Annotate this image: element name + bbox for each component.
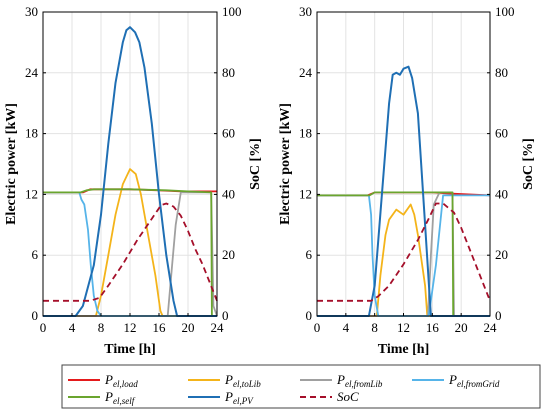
x-tick-label: 16 — [426, 320, 440, 335]
series-line-fromGrid — [43, 191, 217, 317]
legend-label-SoC: SoC — [337, 389, 359, 404]
legend-subscript: el,self — [113, 396, 136, 406]
x-axis-label: Time [h] — [104, 342, 155, 357]
y-left-tick-label: 0 — [32, 308, 39, 323]
x-axis-label: Time [h] — [378, 342, 429, 357]
series-line-toLib — [317, 203, 490, 317]
x-tick-label: 24 — [211, 320, 225, 335]
y-right-tick-label: 20 — [495, 247, 508, 262]
y-right-tick-label: 0 — [495, 308, 502, 323]
y-left-tick-label: 0 — [306, 308, 313, 323]
x-tick-label: 16 — [153, 320, 167, 335]
x-tick-label: 0 — [314, 320, 321, 335]
legend-subscript: el,fromLib — [345, 379, 383, 389]
y-right-tick-label: 80 — [222, 65, 235, 80]
series-line-PV — [317, 65, 490, 317]
series-line-fromLib — [43, 191, 218, 317]
y-left-tick-label: 30 — [299, 4, 312, 19]
series-line-PV — [43, 26, 217, 317]
y-left-tick-label: 18 — [299, 126, 312, 141]
y-right-tick-label: 40 — [495, 186, 508, 201]
x-tick-label: 20 — [455, 320, 468, 335]
x-tick-label: 0 — [40, 320, 47, 335]
y-right-tick-label: 100 — [222, 4, 242, 19]
y-right-tick-label: 40 — [222, 186, 235, 201]
y-right-tick-label: 60 — [222, 126, 235, 141]
legend-frame — [61, 364, 541, 409]
y-left-tick-label: 6 — [32, 247, 39, 262]
legend-subscript: el,fromGrid — [457, 379, 500, 389]
y-right-axis-label: SoC [%] — [248, 138, 263, 190]
y-left-tick-label: 18 — [25, 126, 38, 141]
y-right-tick-label: 20 — [222, 247, 235, 262]
y-right-tick-label: 100 — [495, 4, 515, 19]
y-left-tick-label: 12 — [299, 186, 312, 201]
y-right-tick-label: 0 — [222, 308, 229, 323]
series-line-toLib — [43, 168, 217, 317]
y-left-axis-label: Electric power [kW] — [278, 103, 293, 225]
y-left-axis-label: Electric power [kW] — [4, 103, 19, 225]
x-tick-label: 12 — [124, 320, 137, 335]
y-right-tick-label: 60 — [495, 126, 508, 141]
x-tick-label: 24 — [484, 320, 498, 335]
series-line-self — [43, 188, 217, 317]
y-left-tick-label: 6 — [306, 247, 313, 262]
series-line-SoC — [317, 202, 491, 302]
y-left-tick-label: 12 — [25, 186, 38, 201]
series-line-SoC — [43, 202, 218, 302]
x-tick-label: 4 — [69, 320, 76, 335]
y-right-axis-label: SoC [%] — [521, 138, 536, 190]
x-tick-label: 8 — [98, 320, 105, 335]
y-left-tick-label: 30 — [25, 4, 38, 19]
x-tick-label: 12 — [397, 320, 410, 335]
x-tick-label: 8 — [371, 320, 378, 335]
x-tick-label: 4 — [343, 320, 350, 335]
series-line-fromGrid — [317, 194, 490, 317]
y-left-tick-label: 24 — [299, 65, 313, 80]
series-line-self — [317, 191, 490, 317]
legend-subscript: el,load — [113, 379, 138, 389]
legend-subscript: el,toLib — [233, 379, 261, 389]
y-left-tick-label: 24 — [25, 65, 39, 80]
legend-subscript: el,PV — [233, 396, 254, 406]
y-right-tick-label: 80 — [495, 65, 508, 80]
x-tick-label: 20 — [182, 320, 195, 335]
legend: Pel,load Pel,toLib Pel,fromLib Pel,fromGrid… — [61, 364, 541, 409]
